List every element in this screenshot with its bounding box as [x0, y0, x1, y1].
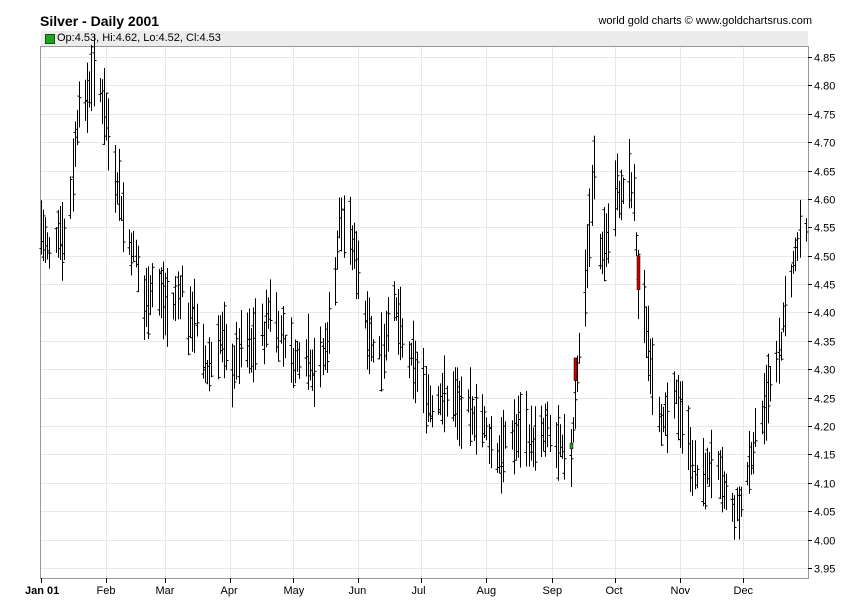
- y-tick-label: 4.20: [814, 422, 835, 434]
- y-tick-label: 4.25: [814, 394, 835, 406]
- y-tick-label: 4.05: [814, 507, 835, 519]
- x-tick-label: May: [284, 585, 305, 597]
- x-tick-label: Feb: [97, 585, 116, 597]
- highlight-candle-up: [569, 442, 574, 450]
- y-tick-label: 4.85: [814, 53, 835, 65]
- x-tick-label: Mar: [156, 585, 175, 597]
- ohlc-readout: Op:4.53, Hi:4.62, Lo:4.52, Cl:4.53: [57, 32, 221, 44]
- price-bars: [39, 34, 809, 540]
- chart-title: Silver - Daily 2001: [40, 13, 160, 29]
- y-tick-label: 4.30: [814, 365, 835, 377]
- x-tick-label: Oct: [606, 585, 623, 597]
- y-tick-label: 4.15: [814, 450, 835, 462]
- y-tick-label: 4.00: [814, 536, 835, 548]
- y-tick-label: 4.40: [814, 308, 835, 320]
- highlight-candle-down: [636, 255, 641, 291]
- chart-credit: world gold charts © www.goldchartsrus.co…: [598, 15, 812, 27]
- y-tick-label: 4.60: [814, 195, 835, 207]
- x-tick-label: Dec: [734, 585, 754, 597]
- y-tick-label: 4.45: [814, 280, 835, 292]
- x-tick-label: Aug: [477, 585, 497, 597]
- y-tick-label: 3.95: [814, 564, 835, 576]
- x-tick-label: Jun: [349, 585, 367, 597]
- highlight-candle-down: [573, 357, 578, 381]
- x-axis: Jan 01 Feb Mar Apr May Jun Jul Aug Sep Oct Nov Dec: [25, 578, 754, 597]
- y-tick-label: 4.70: [814, 138, 835, 150]
- x-tick-label: Sep: [543, 585, 563, 597]
- y-tick-label: 4.50: [814, 252, 835, 264]
- y-tick-label: 4.35: [814, 337, 835, 349]
- x-tick-label: Nov: [671, 585, 691, 597]
- x-tick-label: Apr: [221, 585, 238, 597]
- y-tick-label: 4.10: [814, 479, 835, 491]
- y-tick-label: 4.80: [814, 81, 835, 93]
- x-tick-label: Jan 01: [25, 585, 59, 597]
- y-tick-label: 4.65: [814, 167, 835, 179]
- ohlc-swatch-icon: [45, 34, 55, 44]
- y-tick-label: 4.55: [814, 223, 835, 235]
- grid-lines: [41, 47, 808, 578]
- y-tick-label: 4.75: [814, 110, 835, 122]
- x-tick-label: Jul: [412, 585, 426, 597]
- y-axis: 3.95 4.00 4.05 4.10 4.15 4.20 4.25 4.30 4.35 4.40…: [808, 53, 835, 576]
